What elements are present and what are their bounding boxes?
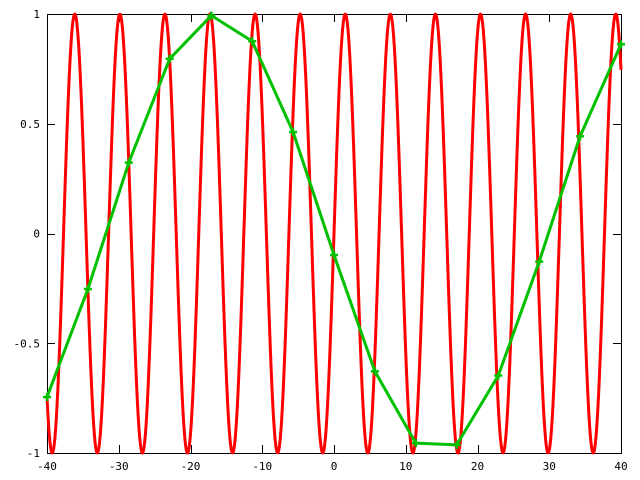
series-layer: [43, 11, 625, 455]
series-red-sine-line: [45, 12, 623, 455]
series-green-point: [370, 367, 379, 376]
x-tick-label: -40: [37, 460, 57, 473]
y-tick-label: 1: [33, 8, 40, 21]
series-green-point: [165, 54, 174, 63]
series-green-point: [207, 11, 216, 20]
x-tick-label: 40: [614, 460, 627, 473]
series-green-point: [576, 132, 585, 141]
y-tick-label: -0.5: [14, 337, 41, 350]
y-tick-label: 0.5: [20, 118, 40, 131]
y-tick-label: 0: [33, 228, 40, 241]
series-green-point: [83, 285, 92, 294]
y-tick-label: -1: [27, 447, 40, 460]
series-green-point: [535, 257, 544, 266]
x-tick-label: -10: [252, 460, 272, 473]
series-green-point: [452, 440, 461, 449]
x-tick-label: -30: [109, 460, 129, 473]
x-tick-label: -20: [181, 460, 201, 473]
series-green-point: [248, 37, 257, 46]
y-axis-tick-labels: -1 -0.5 0 0.5 1: [14, 8, 41, 460]
series-green-point: [617, 40, 625, 49]
series-green-point: [330, 251, 338, 260]
x-tick-label: 0: [331, 460, 338, 473]
x-tick-label: 10: [399, 460, 412, 473]
series-green-point: [124, 158, 133, 167]
series-green-point: [43, 393, 51, 402]
series-green-point: [411, 439, 420, 448]
series-green-point: [289, 128, 298, 137]
x-tick-label: 20: [471, 460, 484, 473]
series-green-point: [494, 371, 503, 380]
x-tick-label: 30: [543, 460, 556, 473]
x-axis-tick-labels: -40 -30 -20 -10 0 10 20 30 40: [37, 460, 628, 473]
